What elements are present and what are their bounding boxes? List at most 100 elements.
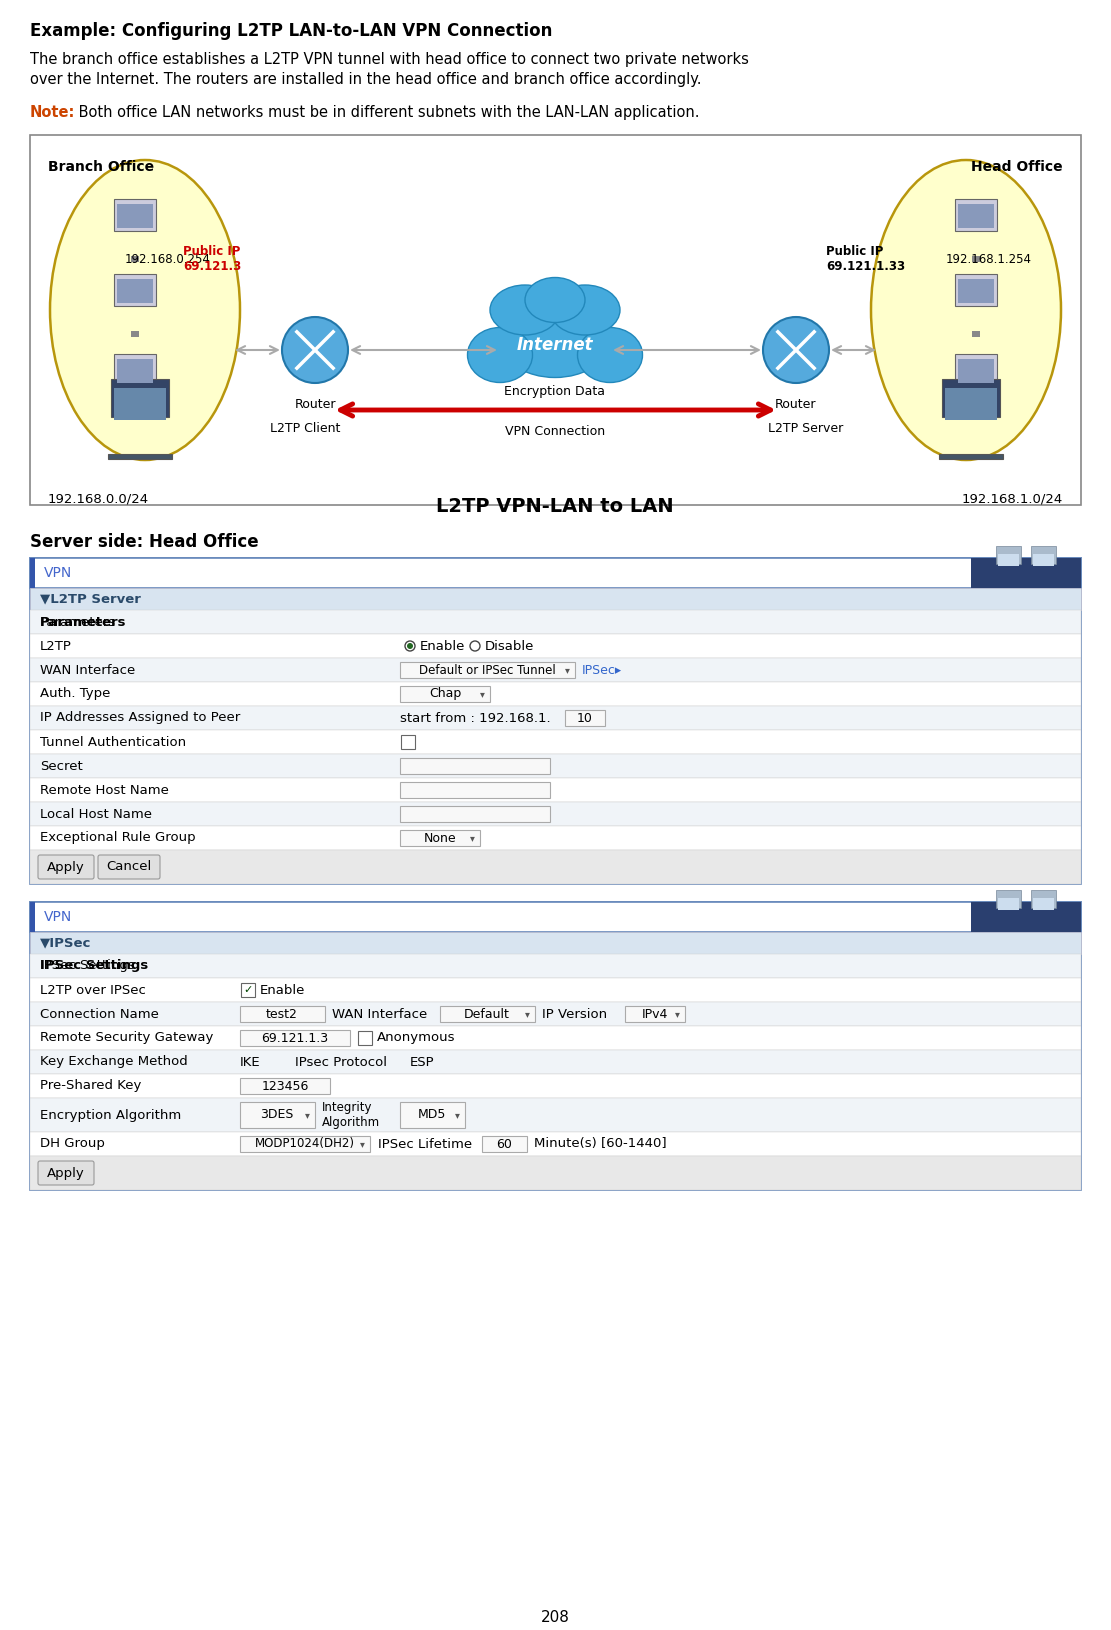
Text: 69.121.1.3: 69.121.1.3 [261, 1032, 329, 1045]
Text: ESP: ESP [410, 1056, 434, 1069]
Bar [30, 659, 1081, 681]
Bar [30, 1156, 1081, 1190]
Bar [972, 331, 980, 337]
Bar [117, 279, 153, 303]
Text: Connection Name: Connection Name [40, 1007, 159, 1020]
Bar [400, 830, 480, 846]
Bar [30, 557, 1081, 883]
Text: Tunnel Authentication: Tunnel Authentication [40, 735, 187, 748]
Text: Public IP
69.121.1.33: Public IP 69.121.1.33 [825, 244, 905, 272]
Circle shape [470, 641, 480, 650]
Bar [995, 890, 1021, 908]
Bar [30, 901, 1081, 1190]
Text: test2: test2 [266, 1007, 298, 1020]
Bar [400, 1102, 466, 1128]
Ellipse shape [526, 277, 585, 323]
Bar [114, 388, 166, 421]
Text: ▾: ▾ [304, 1110, 310, 1120]
Text: DH Group: DH Group [40, 1138, 104, 1151]
Bar [1033, 554, 1054, 566]
Text: Disable: Disable [486, 639, 534, 652]
Bar [400, 805, 550, 822]
Text: L2TP over IPSec: L2TP over IPSec [40, 983, 146, 996]
Text: Both office LAN networks must be in different subnets with the LAN-LAN applicati: Both office LAN networks must be in diff… [74, 104, 700, 121]
Bar [30, 954, 1081, 978]
Bar [1033, 898, 1054, 910]
Bar [30, 1025, 1081, 1050]
Bar [117, 204, 153, 228]
Bar [995, 546, 1021, 564]
Bar [240, 1006, 326, 1022]
Text: Branch Office: Branch Office [48, 160, 154, 174]
Bar [30, 826, 1081, 849]
Text: Parameters: Parameters [40, 616, 127, 629]
Text: ▾: ▾ [524, 1009, 530, 1019]
Text: Encryption Data: Encryption Data [504, 385, 605, 398]
FancyBboxPatch shape [38, 856, 94, 879]
Text: Anonymous: Anonymous [377, 1032, 456, 1045]
Ellipse shape [550, 285, 620, 336]
Text: Default: Default [464, 1007, 510, 1020]
Bar [30, 1002, 1081, 1025]
Bar [30, 755, 1081, 778]
Ellipse shape [578, 328, 642, 383]
Text: The branch office establishes a L2TP VPN tunnel with head office to connect two : The branch office establishes a L2TP VPN… [30, 52, 749, 67]
Bar [30, 802, 1081, 826]
Bar [114, 274, 156, 306]
Bar [400, 686, 490, 703]
Text: Enable: Enable [420, 639, 466, 652]
Bar [440, 1006, 536, 1022]
Bar [1031, 890, 1055, 908]
Text: Key Exchange Method: Key Exchange Method [40, 1056, 188, 1069]
Bar [30, 778, 1081, 802]
Bar [30, 135, 1081, 505]
Text: Integrity
Algorithm: Integrity Algorithm [322, 1100, 380, 1130]
Bar [400, 782, 550, 799]
Bar [998, 554, 1019, 566]
Text: MODP1024(DH2): MODP1024(DH2) [256, 1138, 356, 1151]
Bar [955, 274, 997, 306]
Text: over the Internet. The routers are installed in the head office and branch offic: over the Internet. The routers are insta… [30, 72, 701, 86]
Bar [131, 256, 139, 262]
Bar [241, 983, 256, 998]
Bar [972, 411, 980, 417]
Text: VPN Connection: VPN Connection [504, 425, 605, 438]
Bar [30, 557, 36, 588]
FancyBboxPatch shape [98, 856, 160, 879]
Text: IP Version: IP Version [542, 1007, 607, 1020]
Bar [358, 1032, 372, 1045]
Text: L2TP Server: L2TP Server [769, 422, 843, 435]
Bar [971, 901, 1081, 932]
Text: ▼L2TP Server: ▼L2TP Server [40, 592, 141, 605]
Bar [955, 354, 997, 386]
Text: Head Office: Head Office [971, 160, 1063, 174]
Text: ▾: ▾ [674, 1009, 680, 1019]
Bar [625, 1006, 685, 1022]
Text: 192.168.0.0/24: 192.168.0.0/24 [48, 492, 149, 505]
Bar [565, 711, 605, 725]
Bar [30, 932, 1081, 954]
Text: Exceptional Rule Group: Exceptional Rule Group [40, 831, 196, 844]
Text: MD5: MD5 [418, 1108, 447, 1121]
Bar [117, 359, 153, 383]
Bar [401, 735, 416, 750]
Bar [400, 662, 575, 678]
Text: IPSec Settings: IPSec Settings [40, 960, 148, 973]
Bar [955, 199, 997, 231]
Text: Apply: Apply [47, 1167, 84, 1180]
Text: L2TP VPN-LAN to LAN: L2TP VPN-LAN to LAN [437, 497, 673, 517]
Text: ▾: ▾ [360, 1139, 364, 1149]
Bar [1031, 546, 1055, 564]
Bar [30, 1074, 1081, 1099]
Text: IP Addresses Assigned to Peer: IP Addresses Assigned to Peer [40, 712, 240, 724]
Text: IPSec▸: IPSec▸ [582, 663, 622, 676]
Text: Router: Router [775, 398, 817, 411]
Bar [240, 1077, 330, 1094]
Text: 192.168.1.254: 192.168.1.254 [945, 253, 1032, 266]
Text: ▾: ▾ [564, 665, 570, 675]
Ellipse shape [500, 303, 610, 378]
Bar [30, 730, 1081, 755]
Text: Enable: Enable [260, 983, 306, 996]
Bar [30, 1099, 1081, 1131]
Text: IPsec Protocol: IPsec Protocol [296, 1056, 387, 1069]
